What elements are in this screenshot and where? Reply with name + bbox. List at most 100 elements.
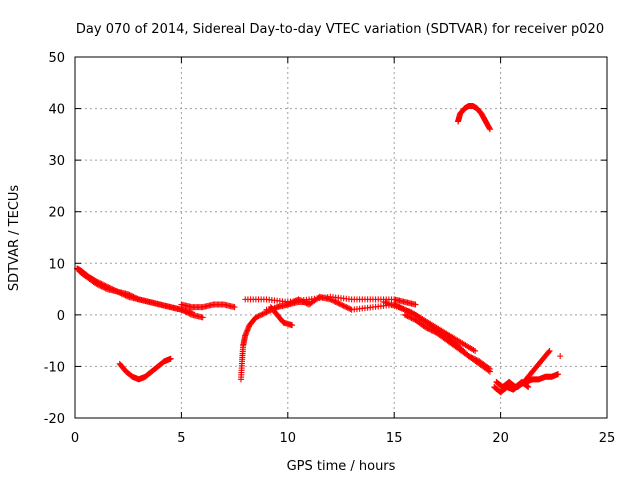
x-tick-label: 15 — [386, 431, 403, 446]
data-point — [334, 299, 341, 306]
data-point — [256, 312, 263, 319]
data-point — [471, 355, 477, 362]
data-point — [408, 315, 415, 322]
y-tick-label: 40 — [48, 103, 65, 118]
data-point — [98, 283, 105, 290]
data-point — [327, 296, 334, 303]
series-arc-dip-after-plateau — [267, 304, 296, 329]
data-point — [99, 284, 106, 291]
data-point — [290, 298, 297, 305]
data-point — [473, 356, 480, 363]
data-point — [114, 288, 121, 295]
data-point — [97, 282, 104, 289]
data-point — [428, 327, 435, 334]
data-point — [472, 347, 479, 354]
x-axis-label: GPS time / hours — [287, 459, 396, 474]
data-point — [431, 328, 438, 335]
data-point — [335, 300, 342, 307]
data-point — [427, 326, 434, 333]
data-point — [183, 309, 190, 316]
data-point — [167, 355, 174, 362]
data-point — [424, 325, 431, 332]
x-ticks: 0 5 10 15 20 25 — [71, 57, 615, 446]
data-point — [472, 356, 479, 363]
data-point — [187, 311, 194, 318]
data-point — [186, 310, 193, 317]
data-point — [331, 298, 338, 305]
series-arc-late-rise — [514, 347, 553, 391]
data-point — [122, 292, 129, 299]
data-point — [340, 302, 347, 309]
data-point — [94, 281, 101, 288]
data-point — [178, 306, 185, 313]
data-point — [338, 301, 344, 308]
data-point — [279, 302, 286, 309]
data-point — [199, 314, 206, 321]
y-tick-label: -10 — [44, 360, 65, 375]
grid — [75, 57, 607, 418]
series-arc-descent-c — [401, 311, 493, 373]
data-point — [284, 301, 291, 308]
data-point — [345, 305, 352, 312]
data-point — [344, 304, 351, 311]
data-point — [101, 284, 108, 291]
data-point — [118, 290, 125, 297]
data-point — [117, 289, 124, 296]
data-point — [274, 304, 281, 311]
data-point — [286, 300, 293, 307]
data-point — [115, 289, 122, 296]
data-point — [486, 366, 493, 373]
data-point — [263, 306, 270, 313]
data-point — [252, 314, 259, 321]
data-point — [93, 280, 100, 287]
x-tick-label: 10 — [280, 431, 297, 446]
data-point — [557, 353, 564, 360]
data-point — [298, 297, 305, 304]
data-point — [185, 309, 192, 316]
data-point — [339, 302, 346, 309]
data-point — [260, 310, 267, 317]
data-point — [291, 298, 298, 305]
data-point — [404, 313, 411, 320]
data-point — [302, 299, 309, 306]
data-point — [328, 297, 335, 304]
data-point — [288, 299, 295, 306]
data-point — [341, 303, 348, 310]
x-tick-label: 0 — [71, 431, 79, 446]
data-point — [295, 296, 302, 303]
data-point — [296, 297, 303, 304]
y-tick-label: 20 — [48, 206, 65, 221]
data-point — [179, 307, 186, 314]
data-point — [282, 302, 289, 309]
data-point — [468, 354, 475, 361]
data-point — [401, 311, 408, 318]
data-point — [525, 384, 532, 391]
data-point — [405, 313, 412, 320]
data-point — [299, 298, 306, 305]
data-point — [429, 327, 436, 334]
series-arc-descent-b — [380, 298, 479, 354]
series-arc-midday-flat — [178, 301, 238, 311]
x-tick-label: 5 — [177, 431, 185, 446]
data-point — [276, 303, 283, 310]
data-point — [300, 298, 307, 305]
y-tick-label: 0 — [57, 309, 65, 324]
data-point — [95, 282, 102, 289]
data-point — [467, 353, 474, 360]
y-tick-label: 30 — [48, 154, 65, 169]
y-tick-label: 10 — [48, 257, 65, 272]
data-points — [74, 102, 564, 396]
data-point — [332, 298, 339, 305]
data-point — [258, 311, 265, 318]
data-point — [425, 326, 432, 333]
series-arc-early-decline-2 — [76, 268, 206, 321]
series-arc-plateau-b — [263, 293, 398, 313]
x-tick-label: 25 — [599, 431, 616, 446]
data-point — [336, 300, 343, 307]
data-point — [287, 300, 294, 307]
data-point — [330, 297, 337, 304]
data-point — [262, 309, 269, 316]
data-point — [555, 371, 562, 378]
x-tick-label: 20 — [492, 431, 509, 446]
data-point — [485, 365, 492, 372]
